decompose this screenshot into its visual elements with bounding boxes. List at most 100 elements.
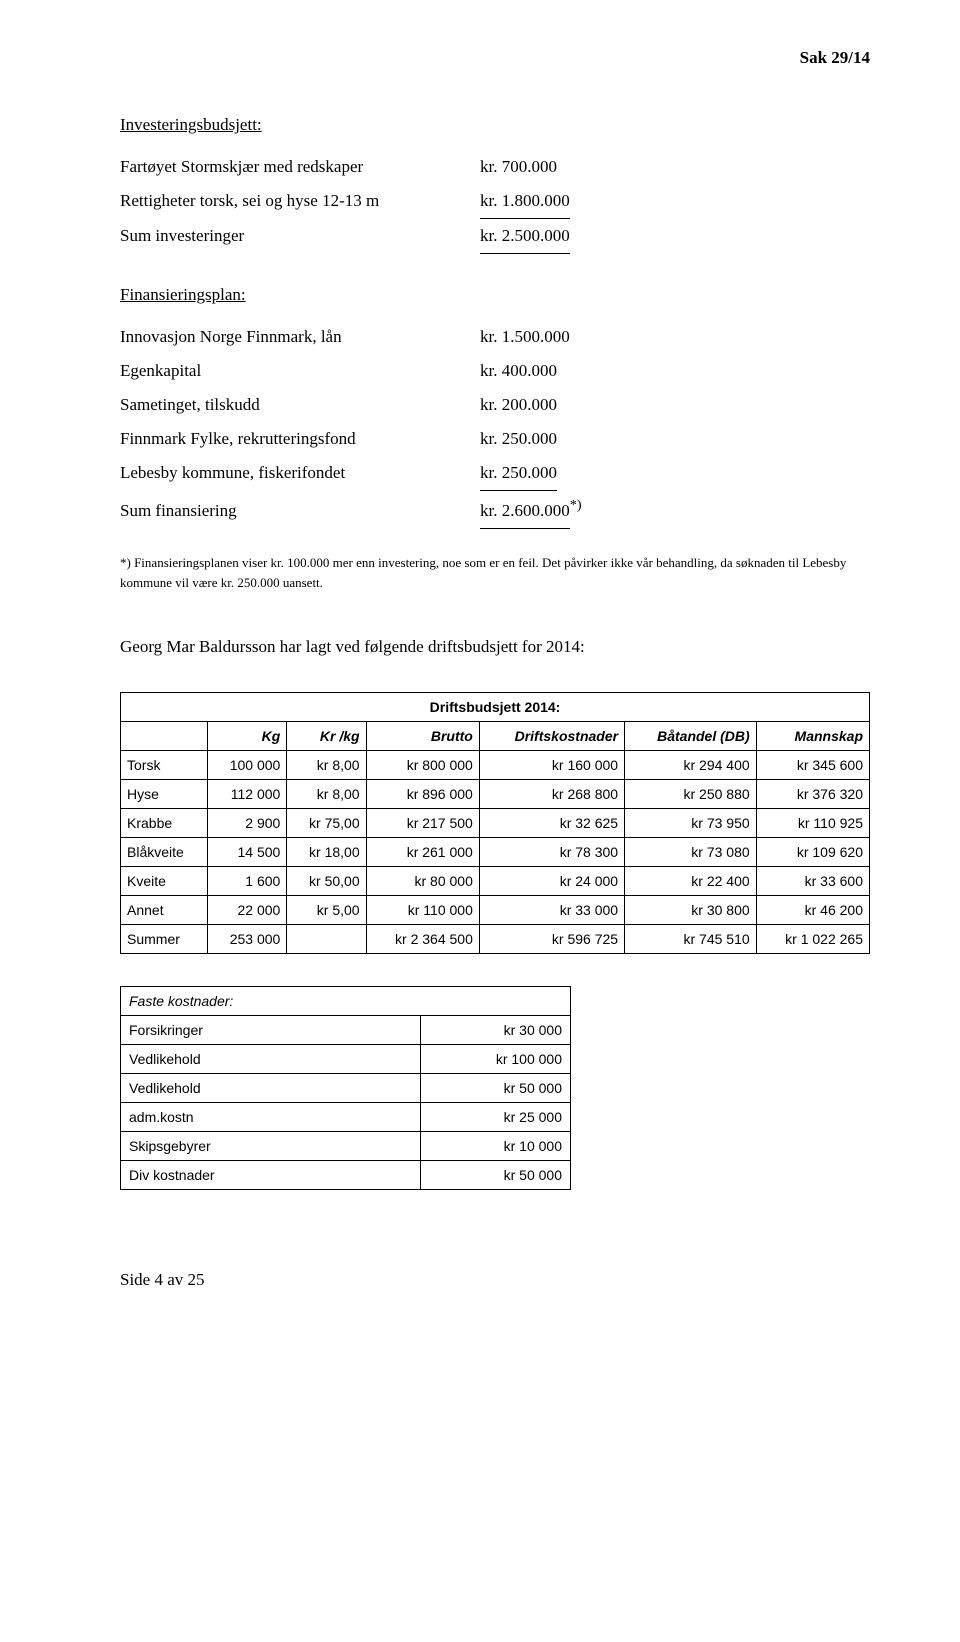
drift-db: kr 294 400 [625,751,757,780]
drift-h-mann: Mannskap [756,722,869,751]
drift-sum-brutto: kr 2 364 500 [366,925,479,954]
costs-amount: kr 10 000 [421,1132,571,1161]
drift-row: Torsk 100 000 kr 8,00 kr 800 000 kr 160 … [121,751,870,780]
drift-h-dk: Driftskostnader [479,722,624,751]
drift-dk: kr 160 000 [479,751,624,780]
drift-krkg: kr 8,00 [287,780,366,809]
finance-sum-super: *) [570,497,582,513]
drift-mann: kr 345 600 [756,751,869,780]
drift-name: Krabbe [121,809,208,838]
drift-krkg: kr 5,00 [287,896,366,925]
investment-table: Fartøyet Stormskjær med redskaper kr. 70… [120,150,640,254]
drift-db: kr 73 950 [625,809,757,838]
drift-name: Kveite [121,867,208,896]
drift-mann: kr 110 925 [756,809,869,838]
finance-label: Finnmark Fylke, rekrutteringsfond [120,422,480,456]
drift-kg: 22 000 [208,896,287,925]
drift-brutto: kr 261 000 [366,838,479,867]
finance-label: Egenkapital [120,354,480,388]
drift-name: Blåkveite [121,838,208,867]
page-footer: Side 4 av 25 [120,1270,870,1290]
costs-row: Vedlikehold kr 100 000 [121,1045,571,1074]
drift-brutto: kr 800 000 [366,751,479,780]
drift-table-wrap: Driftsbudsjett 2014: Kg Kr /kg Brutto Dr… [120,692,870,954]
drift-sum-row: Summer 253 000 kr 2 364 500 kr 596 725 k… [121,925,870,954]
drift-krkg: kr 8,00 [287,751,366,780]
investment-title: Investeringsbudsjett: [120,108,870,142]
drift-intro: Georg Mar Baldursson har lagt ved følgen… [120,630,870,664]
drift-name: Hyse [121,780,208,809]
invest-sum-amount: kr. 2.500.000 [480,219,640,254]
drift-db: kr 73 080 [625,838,757,867]
costs-name: Div kostnader [121,1161,421,1190]
drift-kg: 112 000 [208,780,287,809]
finance-sum-row: Sum finansiering kr. 2.600.000*) [120,491,640,529]
drift-dk: kr 268 800 [479,780,624,809]
drift-header-row: Kg Kr /kg Brutto Driftskostnader Båtande… [121,722,870,751]
drift-mann: kr 109 620 [756,838,869,867]
drift-title: Driftsbudsjett 2014: [121,693,870,722]
invest-amount: kr. 700.000 [480,150,640,184]
drift-kg: 2 900 [208,809,287,838]
drift-krkg: kr 75,00 [287,809,366,838]
drift-db: kr 30 800 [625,896,757,925]
invest-row: Rettigheter torsk, sei og hyse 12-13 m k… [120,184,640,219]
invest-row: Fartøyet Stormskjær med redskaper kr. 70… [120,150,640,184]
finance-row: Finnmark Fylke, rekrutteringsfond kr. 25… [120,422,640,456]
costs-row: Div kostnader kr 50 000 [121,1161,571,1190]
finance-amount: kr. 250.000 [480,422,640,456]
invest-label: Rettigheter torsk, sei og hyse 12-13 m [120,184,480,219]
finance-title: Finansieringsplan: [120,278,870,312]
drift-sum-db: kr 745 510 [625,925,757,954]
drift-sum-krkg [287,925,366,954]
finance-label: Sametinget, tilskudd [120,388,480,422]
costs-name: Vedlikehold [121,1074,421,1103]
drift-kg: 1 600 [208,867,287,896]
drift-mann: kr 376 320 [756,780,869,809]
drift-row: Annet 22 000 kr 5,00 kr 110 000 kr 33 00… [121,896,870,925]
drift-db: kr 250 880 [625,780,757,809]
drift-mann: kr 33 600 [756,867,869,896]
finance-table: Innovasjon Norge Finnmark, lån kr. 1.500… [120,320,640,529]
costs-row: adm.kostn kr 25 000 [121,1103,571,1132]
drift-sum-dk: kr 596 725 [479,925,624,954]
drift-brutto: kr 80 000 [366,867,479,896]
costs-title-row: Faste kostnader: [121,987,571,1016]
costs-amount: kr 50 000 [421,1161,571,1190]
drift-row: Kveite 1 600 kr 50,00 kr 80 000 kr 24 00… [121,867,870,896]
drift-dk: kr 32 625 [479,809,624,838]
costs-amount: kr 30 000 [421,1016,571,1045]
costs-row: Vedlikehold kr 50 000 [121,1074,571,1103]
drift-h-brutto: Brutto [366,722,479,751]
finance-row: Innovasjon Norge Finnmark, lån kr. 1.500… [120,320,640,354]
drift-h-blank [121,722,208,751]
drift-krkg: kr 18,00 [287,838,366,867]
drift-krkg: kr 50,00 [287,867,366,896]
invest-sum-row: Sum investeringer kr. 2.500.000 [120,219,640,254]
finance-amount: kr. 200.000 [480,388,640,422]
page: Sak 29/14 Investeringsbudsjett: Fartøyet… [0,0,960,1338]
costs-table: Faste kostnader: Forsikringer kr 30 000 … [120,986,571,1190]
drift-name: Annet [121,896,208,925]
drift-dk: kr 24 000 [479,867,624,896]
finance-row: Lebesby kommune, fiskerifondet kr. 250.0… [120,456,640,491]
drift-db: kr 22 400 [625,867,757,896]
drift-h-kg: Kg [208,722,287,751]
drift-table: Driftsbudsjett 2014: Kg Kr /kg Brutto Dr… [120,692,870,954]
case-reference: Sak 29/14 [120,48,870,68]
invest-sum-label: Sum investeringer [120,219,480,254]
finance-amount: kr. 250.000 [480,456,640,491]
drift-brutto: kr 110 000 [366,896,479,925]
drift-h-krkg: Kr /kg [287,722,366,751]
drift-sum-mann: kr 1 022 265 [756,925,869,954]
costs-row: Skipsgebyrer kr 10 000 [121,1132,571,1161]
finance-amount: kr. 400.000 [480,354,640,388]
footnote: *) Finansieringsplanen viser kr. 100.000… [120,553,870,595]
drift-row: Hyse 112 000 kr 8,00 kr 896 000 kr 268 8… [121,780,870,809]
drift-mann: kr 46 200 [756,896,869,925]
invest-amount: kr. 1.800.000 [480,184,640,219]
finance-sum-label: Sum finansiering [120,491,480,529]
drift-kg: 100 000 [208,751,287,780]
costs-name: Forsikringer [121,1016,421,1045]
costs-name: adm.kostn [121,1103,421,1132]
